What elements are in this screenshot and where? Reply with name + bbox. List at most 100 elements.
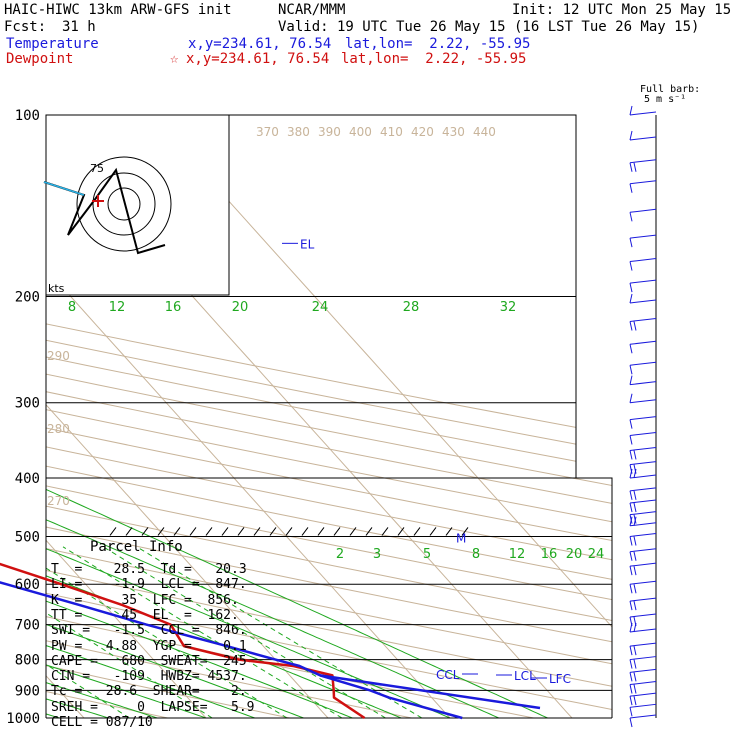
- wind-barb: [629, 714, 657, 728]
- wind-barb-flag: [629, 646, 633, 656]
- wind-barb-staff: [629, 446, 657, 451]
- hatch-mark: [109, 527, 117, 536]
- moist-adiabat-lines: [46, 220, 548, 718]
- wind-barb-staff: [629, 499, 657, 504]
- fcst-label: Fcst:: [4, 19, 47, 35]
- wind-barb: [629, 642, 657, 656]
- wind-barb: [629, 180, 657, 193]
- mixing-ratio-label: 8: [68, 300, 76, 315]
- wind-barb-flag: [633, 584, 637, 594]
- mixing-ratio-label: 16: [165, 300, 182, 315]
- mixing-ratio-label: 2: [336, 547, 344, 562]
- lfc-label: LFC: [549, 672, 571, 686]
- wind-barb-staff: [629, 111, 657, 116]
- pressure-tick-label: 900: [15, 683, 40, 699]
- wind-barb: [629, 416, 657, 429]
- wind-barb-flag: [633, 672, 637, 682]
- pressure-tick-label: 100: [15, 108, 40, 124]
- wind-barb: [629, 361, 657, 375]
- moist-adiabat-line: [46, 220, 451, 718]
- dewpoint-legend: Dewpoint: [6, 51, 74, 67]
- wind-barb-flag: [629, 162, 633, 172]
- wind-barb: [629, 375, 657, 386]
- wind-barb-flag: [629, 344, 633, 354]
- wind-barb: [629, 613, 657, 627]
- dewpoint-latlon: lat,lon= 2.22, -55.95: [341, 51, 527, 67]
- moist-adiabat-line: [46, 220, 353, 718]
- wind-barb-flag: [633, 551, 637, 561]
- mixing-ratio-line: [103, 546, 386, 718]
- wind-barb-staff: [629, 656, 657, 661]
- wind-barb: [629, 548, 657, 561]
- wind-barb-staff: [629, 714, 657, 719]
- hodograph-ring: [76, 156, 172, 252]
- parcel-info-row: SWI = -1.5 CCL = 846.: [51, 623, 247, 639]
- wind-barb: [629, 622, 657, 633]
- theta-label-left: 280: [47, 422, 70, 436]
- wind-barb-flag: [629, 622, 633, 633]
- wind-barb-flag: [629, 393, 633, 403]
- parcel-info-row: LI = -1.9 LCL = 847.: [51, 577, 247, 593]
- init-time: Init: 12 UTC Mon 25 May 15: [512, 2, 732, 18]
- wind-barb-staff: [629, 299, 657, 304]
- wind-barb: [629, 656, 657, 669]
- wind-barb-flag: [629, 696, 633, 706]
- wind-barb-flag: [629, 672, 633, 682]
- temperature-latlon: lat,lon= 2.22, -55.95: [345, 36, 531, 52]
- wind-barb-flag: [633, 162, 637, 172]
- wind-barb-staff: [629, 159, 657, 164]
- hatch-mark: [205, 527, 213, 536]
- hatch-mark: [253, 527, 261, 536]
- wind-barb-staff: [629, 580, 657, 585]
- wind-barb-flag: [629, 516, 633, 526]
- theta-label: 430: [442, 125, 465, 139]
- wind-barb-staff: [629, 208, 657, 213]
- hatch-mark: [381, 527, 389, 536]
- mixing-ratio-label: 24: [588, 547, 605, 562]
- parcel-info-row: K = 35 LFC = 856.: [51, 592, 239, 608]
- isotherm-line: [46, 115, 451, 718]
- hatch-mark: [397, 527, 405, 536]
- hatch-mark: [173, 527, 181, 536]
- dry-adiabat-line: [46, 115, 612, 718]
- dry-adiabat-line: [46, 115, 612, 718]
- hatch-mark: [237, 527, 245, 536]
- wind-barb-flag: [629, 450, 633, 460]
- temperature-line: [0, 581, 463, 720]
- hatch-mark: [365, 527, 373, 536]
- wind-barb-flag: [633, 516, 637, 526]
- wind-barb: [629, 258, 657, 271]
- el-label: EL: [300, 237, 315, 251]
- wind-barb-flag: [629, 551, 633, 561]
- hatch-mark: [189, 527, 197, 536]
- mixing-ratio-label: 12: [109, 300, 126, 315]
- wind-barb-staff: [629, 668, 657, 673]
- wind-barb-staff: [629, 279, 657, 284]
- wind-barb: [629, 499, 657, 513]
- org-title: NCAR/MMM: [278, 2, 346, 18]
- dewpoint-marker-icon: ☆: [170, 51, 179, 67]
- parcel-info-row: TT = 45 EL = 162.: [51, 607, 239, 623]
- mixing-ratio-label: 28: [403, 300, 420, 315]
- isotherm-line: [150, 115, 612, 718]
- hatch-mark: [317, 527, 325, 536]
- wind-barb-flag: [629, 684, 633, 694]
- wind-barb-flag: [629, 435, 633, 445]
- wind-barb: [629, 208, 657, 222]
- hodograph-ring: [92, 172, 156, 236]
- wind-barb: [629, 234, 657, 248]
- wind-barb-flag: [629, 566, 633, 576]
- parcel-info-row: PW = 4.88 YGP = 0.1: [51, 638, 247, 654]
- pressure-tick-label: 1000: [6, 711, 40, 727]
- wind-barb: [629, 279, 657, 293]
- wind-barb-flag: [629, 601, 633, 611]
- wind-barb-staff: [629, 340, 657, 345]
- pressure-tick-label: 500: [15, 529, 40, 545]
- barb-legend-line2: 5 m s⁻¹: [644, 94, 687, 105]
- theta-label: 400: [349, 125, 372, 139]
- pressure-tick-label: 700: [15, 618, 40, 634]
- wind-barb: [629, 562, 657, 576]
- wind-barb-staff: [629, 597, 657, 602]
- wind-barb-flag: [633, 566, 637, 576]
- wind-barb-flag: [629, 717, 633, 728]
